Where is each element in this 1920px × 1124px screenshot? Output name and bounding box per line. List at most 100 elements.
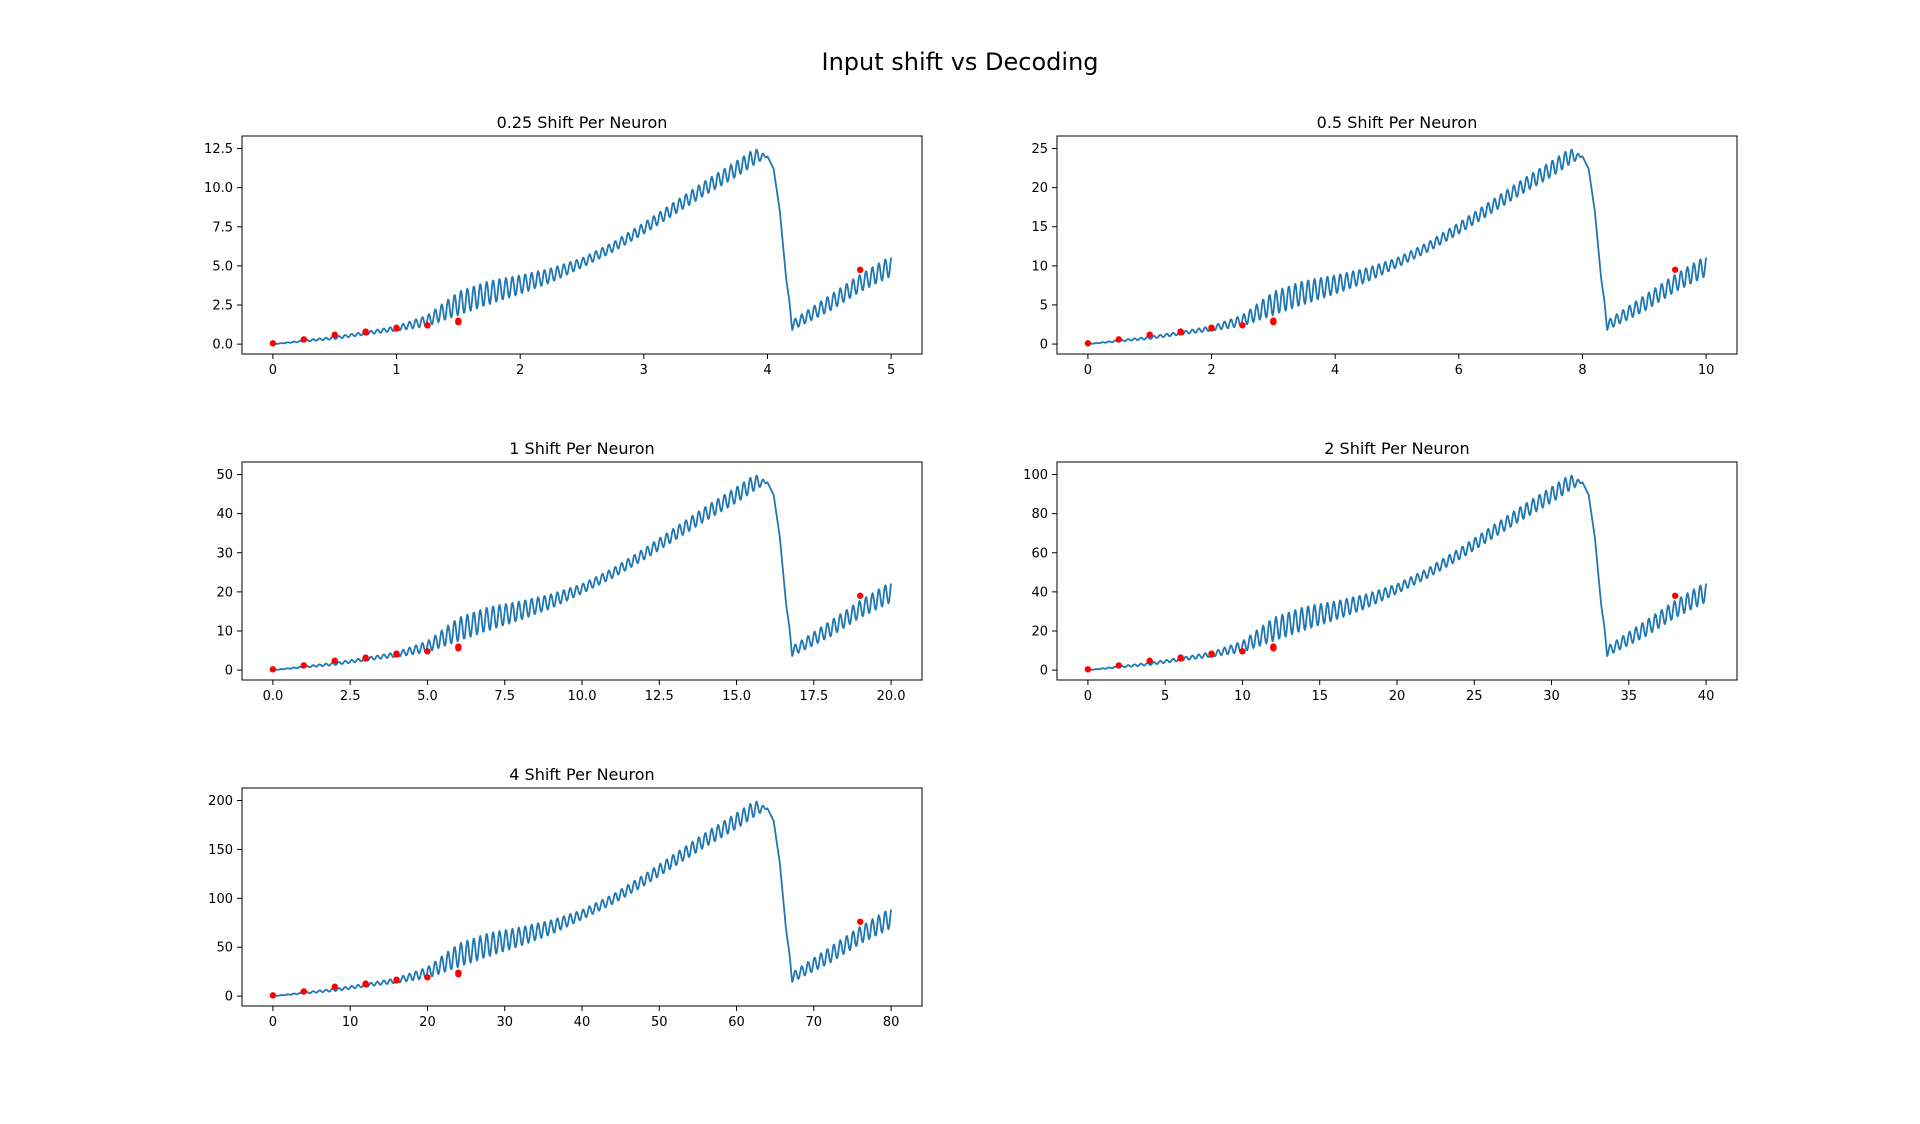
data-point [1115, 662, 1123, 669]
y-tick-label: 20 [216, 585, 233, 600]
x-tick-label: 60 [728, 1015, 745, 1030]
data-point [424, 974, 431, 981]
x-tick-label: 4 [763, 363, 771, 378]
y-tick-label: 5.0 [212, 259, 233, 274]
y-tick-label: 10 [1031, 259, 1048, 274]
data-point [331, 331, 338, 338]
data-point [1146, 331, 1153, 338]
y-tick-label: 0.0 [212, 338, 233, 353]
x-tick-label: 30 [1543, 689, 1560, 704]
y-tick-label: 40 [1031, 585, 1048, 600]
y-tick-label: 30 [216, 546, 233, 561]
x-tick-label: 1 [392, 363, 400, 378]
y-tick-label: 10.0 [204, 181, 233, 196]
x-tick-label: 0 [1084, 363, 1092, 378]
y-tick-label: 0 [225, 664, 233, 679]
y-tick-label: 80 [1031, 507, 1048, 522]
y-tick-label: 100 [1023, 468, 1048, 483]
x-tick-label: 20.0 [877, 689, 906, 704]
y-tick-label: 0 [225, 990, 233, 1005]
plot-frame [1056, 135, 1738, 355]
decoded-line [272, 474, 892, 671]
data-point [856, 918, 864, 925]
data-point [1177, 329, 1184, 336]
data-point [331, 657, 338, 664]
decoded-line [1087, 148, 1707, 345]
decoded-line [272, 800, 892, 998]
subplot-title: 1 Shift Per Neuron [509, 439, 654, 458]
data-point [269, 666, 277, 673]
x-tick-label: 2.5 [340, 689, 361, 704]
data-point [393, 650, 400, 657]
subplot-4-shift: 4 Shift Per Neuron 0 10 20 30 40 50 60 70 80 0 50 10… [208, 765, 923, 1030]
x-tick-label: 7.5 [494, 689, 515, 704]
x-tick-label: 40 [1698, 689, 1715, 704]
y-tick-label: 2.5 [212, 299, 233, 314]
y-tick-label: 200 [208, 794, 233, 809]
y-tick-label: 25 [1031, 142, 1048, 157]
x-tick-label: 0 [269, 1015, 277, 1030]
data-point [362, 981, 369, 988]
data-point [1115, 336, 1123, 343]
x-tick-label: 20 [1389, 689, 1406, 704]
y-tick-label: 15 [1031, 220, 1048, 235]
x-tick-label: 0 [269, 363, 277, 378]
x-tick-label: 8 [1578, 363, 1586, 378]
subplot-title: 4 Shift Per Neuron [509, 765, 654, 784]
x-tick-label: 70 [806, 1015, 823, 1030]
data-point [362, 655, 369, 662]
data-point [856, 266, 864, 274]
data-point [1084, 340, 1092, 347]
data-point [1177, 655, 1184, 662]
x-tick-label: 25 [1466, 689, 1483, 704]
x-tick-label: 0 [1084, 689, 1092, 704]
data-point [300, 988, 308, 995]
x-tick-label: 10.0 [568, 689, 597, 704]
data-point [1208, 324, 1215, 331]
data-point [362, 329, 369, 336]
x-tick-label: 15 [1311, 689, 1328, 704]
x-tick-label: 10 [1698, 363, 1715, 378]
data-point [455, 644, 462, 652]
x-tick-label: 20 [419, 1015, 436, 1030]
x-tick-label: 5 [887, 363, 895, 378]
x-tick-label: 2 [1207, 363, 1215, 378]
y-tick-label: 12.5 [204, 142, 233, 157]
plot-frame [241, 461, 923, 681]
x-tick-label: 0.0 [263, 689, 284, 704]
data-point [1239, 648, 1246, 655]
x-tick-label: 35 [1621, 689, 1638, 704]
data-point [300, 662, 308, 669]
x-tick-label: 5.0 [417, 689, 438, 704]
data-point [1270, 318, 1277, 326]
x-tick-label: 12.5 [645, 689, 674, 704]
subplot-0-25-shift: 0.25 Shift Per Neuron 0 1 2 3 4 5 0.0 2.5 5.0 7.5 1… [204, 113, 923, 378]
data-point [424, 648, 431, 655]
data-point [455, 319, 462, 326]
y-tick-label: 50 [216, 468, 233, 483]
x-tick-label: 6 [1455, 363, 1463, 378]
plot-frame [241, 135, 923, 355]
data-point [1208, 650, 1215, 657]
data-point [1270, 644, 1277, 652]
y-tick-label: 5 [1040, 298, 1048, 313]
data-point [393, 976, 400, 983]
y-tick-label: 0 [1040, 338, 1048, 353]
data-point [300, 336, 308, 343]
subplot-title: 2 Shift Per Neuron [1324, 439, 1469, 458]
data-point [1146, 657, 1153, 664]
subplot-title: 0.5 Shift Per Neuron [1317, 113, 1478, 132]
data-point [455, 971, 462, 978]
y-tick-label: 20 [1031, 181, 1048, 196]
data-point [1671, 266, 1679, 273]
y-tick-label: 60 [1031, 546, 1048, 561]
subplot-2-shift: 2 Shift Per Neuron 0 5 10 15 20 25 30 35 40 0 20 40 6… [1023, 439, 1738, 704]
data-point [269, 992, 277, 999]
plot-frame [1056, 461, 1738, 681]
data-point [424, 322, 431, 329]
x-tick-label: 5 [1161, 689, 1169, 704]
data-point [1239, 322, 1246, 329]
y-tick-label: 50 [216, 941, 233, 956]
data-point [393, 324, 400, 331]
x-tick-label: 40 [574, 1015, 591, 1030]
